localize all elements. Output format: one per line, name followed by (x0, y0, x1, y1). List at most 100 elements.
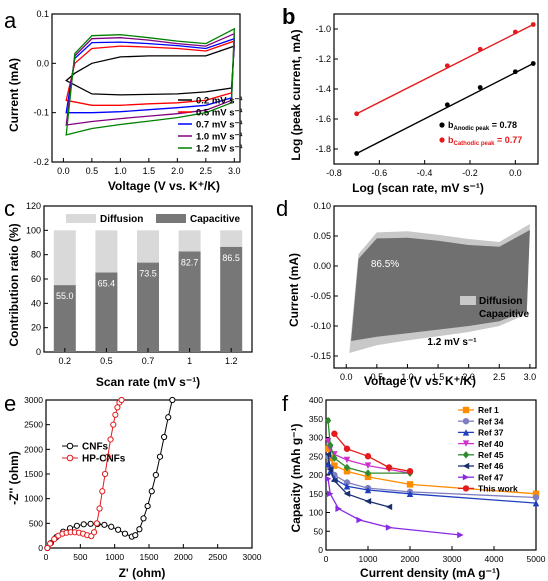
panel-a-frame (51, 13, 241, 163)
panel-e-point (108, 523, 115, 530)
panel-f-legend-label: Ref 37 (478, 428, 504, 438)
panel-a-ytick-label: -0.2 (33, 157, 49, 167)
panel-a-xtick-label: 2.5 (200, 166, 213, 176)
panel-f-point (324, 475, 332, 482)
panel-e-xtick-label: 0 (44, 552, 49, 562)
panel-f-ytick-label: 350 (309, 414, 323, 424)
panel-letter-a: a (4, 8, 17, 33)
panel-e-point (90, 529, 98, 536)
panel-e-point (104, 453, 111, 460)
panel-d-xtick-label: 2.5 (493, 372, 506, 382)
panel-f-legend-marker (462, 418, 470, 425)
panel-b-ytick-label: -1.8 (315, 144, 331, 154)
panel-e-point (156, 453, 164, 460)
panel-a-xtick-label: 3.0 (228, 166, 241, 176)
panel-e-legend-label: CNFs (82, 442, 109, 453)
panel-b-ytick-label: -1.6 (315, 114, 331, 124)
panel-f-legend-label: Ref 34 (478, 416, 504, 426)
panel-a-cv-curves: 0.0 0.5 1.0 1.5 2.0 2.5 3.0 -0.2 -0.1 0.0 0.1 0.2 m… (33, 9, 242, 176)
panel-f-point (364, 473, 372, 481)
panel-f-point (324, 451, 332, 458)
panel-e-point (132, 532, 139, 539)
panel-f-ytick-label: 150 (309, 489, 323, 499)
panel-f-point (364, 486, 372, 494)
panel-d-ytick-label: 0.10 (313, 201, 331, 211)
panel-f-legend-marker (462, 429, 470, 436)
panel-a-ylabel: Current (mA) (7, 58, 21, 132)
panel-c-legend-label: Capacitive (190, 214, 240, 225)
panel-a-series-0 (65, 45, 236, 96)
panel-e-ytick-label: 1000 (24, 494, 43, 504)
panel-b-xtick-label: -0.4 (417, 168, 433, 178)
panel-e-xtick-label: 3000 (243, 552, 262, 562)
panel-c-xtick-label: 0.7 (142, 356, 155, 366)
panel-e-ytick-label: 500 (29, 518, 43, 528)
panel-e-point (118, 396, 125, 404)
panel-e-xtick-label: 1000 (105, 552, 124, 562)
panel-letter-c: c (4, 196, 15, 221)
panel-f-legend-label: Ref 45 (478, 450, 504, 460)
panel-f-point (385, 464, 393, 471)
panel-c-bar-capacitive (178, 251, 201, 352)
panel-e-point (144, 502, 151, 510)
panel-f-point (364, 498, 372, 505)
panel-e-legend-marker (66, 442, 74, 450)
panel-f-legend-label: Ref 40 (478, 439, 504, 449)
panel-c-bar-diffusion (137, 230, 159, 263)
panel-e-ytick-label: 1500 (24, 469, 43, 479)
panel-e-point (140, 515, 147, 522)
panel-e-point (161, 433, 168, 441)
panel-f-legend-marker (462, 474, 470, 481)
panel-f-ytick-label: 100 (309, 508, 323, 518)
panel-d-ytick-label: 0.05 (313, 231, 331, 241)
panel-f-ylabel: Capacity (mAh g⁻¹) (289, 423, 303, 532)
panel-d-capacitive-area: 0.0 0.5 1.0 1.5 2.0 2.5 3.0 -0.15 -0.10 -0.05 0.00… (310, 201, 537, 382)
panel-e-point (110, 421, 117, 428)
panel-e-point (87, 520, 94, 527)
panel-e-point (115, 526, 122, 533)
panel-f-point (364, 469, 372, 477)
panel-b-fit-line-0 (356, 62, 534, 155)
panel-c-legend-swatch (156, 214, 186, 223)
panel-d-xtick-label: 1.0 (401, 372, 414, 382)
panel-f-legend-marker (462, 406, 470, 414)
panel-d-rate-label: 1.2 mV s⁻¹ (427, 337, 477, 348)
panel-d-xtick-label: 3.0 (524, 372, 537, 382)
panel-e-point (136, 526, 143, 533)
panel-f-point (331, 430, 338, 437)
panel-d-frame (333, 205, 537, 369)
panel-b-xtick-label: 0.0 (509, 168, 522, 178)
panel-f-xtick-label: 0 (324, 554, 329, 564)
panel-d-legend-label: Diffusion (479, 296, 522, 307)
panel-d-legend-swatch (460, 296, 476, 305)
panel-b-point (512, 69, 518, 75)
panel-letter-d: d (276, 196, 288, 221)
panel-d-xtick-label: 0.0 (340, 372, 353, 382)
panel-f-point (324, 416, 332, 425)
panel-a-legend-label: 0.2 mV s⁻¹ (196, 96, 243, 107)
panel-c-ytick-label: 120 (26, 201, 41, 211)
panel-e-ytick-label: 0 (38, 543, 43, 553)
panel-b-xlabel: Log (scan rate, mV s⁻¹) (352, 181, 484, 195)
panel-c-bar-diffusion (178, 230, 201, 252)
panel-e-point (96, 505, 103, 512)
panel-f-point (343, 468, 351, 475)
panel-b-log-fit: -0.8 -0.6 -0.4 -0.2 0.0 -1.8 -1.6 -1.4 -1.2 -1.0 b… (315, 13, 539, 178)
panel-c-xtick-label: 0.5 (100, 356, 113, 366)
panel-c-ytick-label: 60 (31, 274, 41, 284)
panel-f-point (343, 445, 351, 452)
panel-a-xtick-label: 1.5 (143, 166, 156, 176)
panel-c-ylabel: Contribution ratio (%) (7, 223, 21, 346)
panel-b-point (530, 22, 536, 27)
panel-c-legend-label: Diffusion (100, 214, 143, 225)
panel-f-legend-marker (462, 462, 470, 470)
panel-e-point (169, 396, 176, 404)
panel-e-point (114, 404, 121, 411)
panel-e-point (107, 436, 114, 443)
panel-c-data-label: 65.4 (98, 278, 116, 288)
panel-f-legend-label: Ref 47 (478, 472, 504, 482)
panel-letter-f: f (282, 391, 289, 416)
panel-f-point (364, 462, 372, 469)
panel-c-ytick-label: 20 (31, 323, 41, 333)
